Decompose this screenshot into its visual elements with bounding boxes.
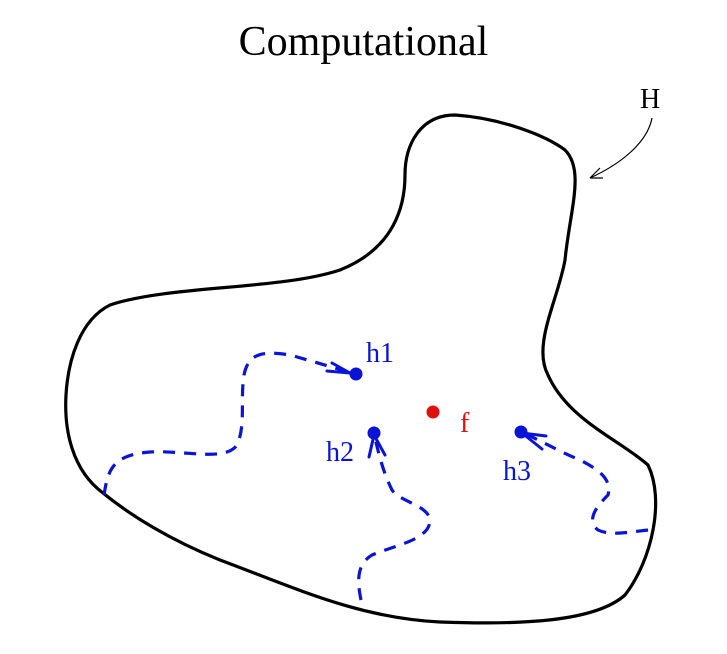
point-h2 [367, 426, 381, 440]
path-h1 [102, 351, 356, 496]
label-f: f [460, 408, 470, 439]
point-h3 [514, 425, 528, 439]
region-label-leader-head [589, 167, 603, 179]
region-label: H [640, 84, 660, 115]
point-f [426, 405, 440, 419]
path-h2 [357, 433, 432, 601]
diagram-title: Computational [238, 19, 489, 65]
label-h2: h2 [326, 437, 354, 468]
label-h3: h3 [503, 456, 531, 487]
region-label-leader [589, 117, 653, 179]
path-h3 [520, 430, 649, 535]
point-h1 [349, 367, 363, 381]
region-boundary [64, 113, 658, 625]
label-h1: h1 [366, 338, 394, 369]
path-h1-arrowhead [325, 361, 352, 375]
